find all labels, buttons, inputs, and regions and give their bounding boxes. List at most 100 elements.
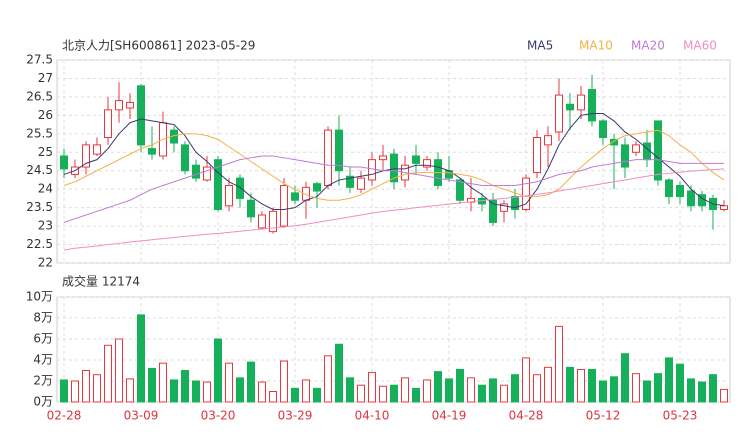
volume-bar [401,377,409,403]
volume-bar [137,314,145,403]
x-tick-label: 05-23 [663,409,698,423]
candle-body [379,155,387,161]
volume-bar [599,380,607,403]
candle-body [291,192,299,201]
volume-bar [456,368,464,403]
candle-body [368,159,376,181]
candle-body [456,179,464,201]
volume-bar [269,391,277,403]
volume-bar [478,384,486,403]
candle-body [104,109,112,139]
candle-body [555,94,563,133]
volume-bar [434,371,442,403]
x-tick-label: 03-09 [124,409,159,423]
x-tick-label: 02-28 [47,409,82,423]
candle-body [632,144,640,153]
candle-body [577,94,585,111]
volume-bar [258,381,266,403]
volume-bar [522,357,530,403]
candle-body [621,144,629,168]
candle-body [60,155,68,170]
candle-body [313,183,321,192]
volume-bar [544,366,552,403]
legend-label: MA5 [527,39,553,53]
candle-body [269,210,277,233]
candle-body [203,166,211,181]
volume-bar [709,374,717,403]
candle-body [82,144,90,168]
candle-body [357,177,365,190]
candle-body [610,138,618,146]
candle-body [247,199,255,218]
volume-bar [181,370,189,403]
x-tick-label: 04-28 [509,409,544,423]
volume-bar [665,357,673,403]
volume-bar [533,374,541,403]
candle-body [599,120,607,139]
candle-body [137,85,145,146]
y-tick-label: 8万 [33,311,53,325]
y-tick-label: 22 [38,256,53,270]
candle-body [148,148,156,155]
x-tick-label: 05-12 [586,409,621,423]
y-tick-label: 22.5 [26,237,53,251]
candle-body [654,120,662,181]
volume-bar [170,379,178,403]
y-tick-label: 0万 [33,395,53,409]
x-tick-label: 03-20 [201,409,236,423]
volume-bar [313,387,321,403]
legend-label: MA60 [683,39,717,53]
volume-bar [500,384,508,403]
volume-bar [104,344,112,403]
y-tick-label: 6万 [33,332,53,346]
y-tick-label: 25 [38,145,53,159]
y-tick-label: 26.5 [26,89,53,103]
volume-bar [467,377,475,403]
candle-body [412,155,420,164]
volume-bar [82,370,90,403]
candle-body [588,89,596,122]
volume-bar [214,338,222,403]
volume-bar [203,381,211,403]
legend-label: MA20 [631,39,665,53]
candle-body [566,103,574,111]
volume-bar [115,338,123,403]
volume-bar [445,378,453,403]
y-tick-label: 2万 [33,374,53,388]
ma-line [63,129,725,201]
candle-body [665,179,673,198]
y-tick-label: 27 [38,71,53,85]
volume-bar [368,372,376,403]
volume-bar [60,379,68,403]
y-tick-label: 23.5 [26,200,53,214]
volume-bar [489,378,497,403]
chart-title: 北京人力[SH600861] 2023-05-29 [62,39,255,53]
volume-bar [588,368,596,403]
candle-body [423,159,431,168]
candle-body [489,199,497,223]
candle-body [390,153,398,183]
volume-bar [511,374,519,403]
volume-bar [346,377,354,403]
volume-bar [643,380,651,403]
volume-bar [280,360,288,403]
volume-bar [236,377,244,403]
volume-bar [654,373,662,403]
volume-bar [676,363,684,403]
y-tick-label: 24 [38,182,53,196]
candle-body [346,175,354,188]
volume-bar [379,385,387,403]
volume-bar [324,355,332,403]
volume-bar [126,378,134,403]
x-tick-label: 04-19 [432,409,467,423]
y-tick-label: 27.5 [26,53,53,67]
volume-bar [632,373,640,403]
volume-bar [335,343,343,403]
volume-bar [412,387,420,403]
y-tick-label: 26 [38,108,53,122]
volume-bar [610,376,618,403]
candle-body [511,196,519,210]
candle-body [522,177,530,210]
volume-bar [566,366,574,403]
